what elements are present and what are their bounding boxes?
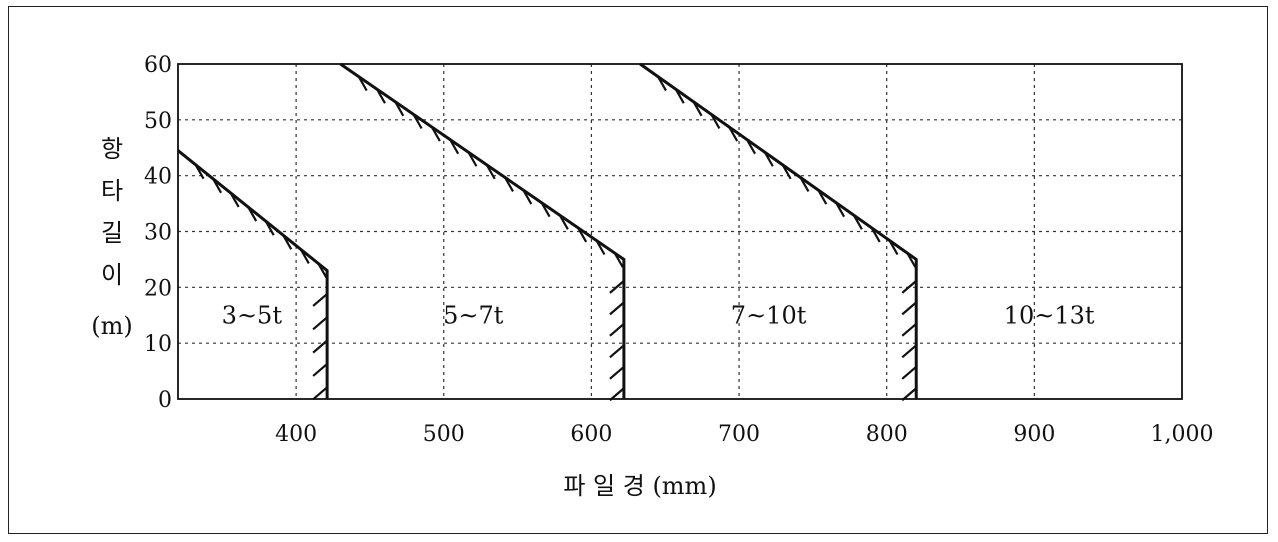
region-label: 10~13t (1004, 301, 1095, 329)
hatch-mark (710, 113, 721, 129)
hatch-mark (728, 126, 739, 142)
y-tick-label: 30 (144, 221, 172, 246)
hatch-mark (609, 301, 625, 316)
hatch-mark (312, 363, 328, 377)
hatch-mark (540, 202, 551, 218)
hatch-mark (282, 234, 293, 250)
hatch-mark (609, 365, 625, 380)
hatch-mark (595, 239, 606, 256)
boundary-line (339, 62, 626, 399)
y-tick-label: 20 (144, 276, 172, 301)
region-label: 5~7t (443, 301, 504, 329)
hatch-mark (906, 252, 917, 268)
boundary-lines (177, 62, 918, 402)
hatch-mark (817, 189, 828, 205)
hatch-mark (781, 164, 792, 180)
hatch-mark (870, 227, 881, 243)
y-axis-title-part: 타 (101, 177, 123, 205)
hatch-mark (194, 164, 205, 180)
x-tick-labels: 400 500 600 700 800 900 1,000 (275, 422, 1213, 447)
hatch-mark (212, 178, 223, 194)
hatch-mark (888, 239, 899, 256)
plot-area (177, 63, 1183, 400)
hatch-mark (901, 344, 917, 359)
hatch-mark (901, 301, 917, 316)
hatch-mark (522, 189, 533, 205)
hatch-mark (412, 113, 423, 129)
x-tick-label: 600 (570, 422, 612, 447)
hatch-mark (467, 151, 478, 167)
region-labels: 3~5t 5~7t 7~10t 10~13t (222, 301, 1095, 329)
hatch-mark (299, 248, 310, 264)
y-axis-title-part: 길 (101, 219, 123, 247)
boundary-line (639, 62, 918, 399)
figure-frame (8, 6, 1268, 534)
y-tick-label: 50 (144, 109, 172, 134)
hatch-mark (656, 76, 667, 92)
hatch-mark (609, 344, 625, 359)
region-label: 7~10t (731, 301, 807, 329)
x-tick-label: 400 (275, 422, 317, 447)
hatch-mark (609, 280, 625, 294)
y-tick-label: 40 (144, 165, 172, 190)
hatch-mark (376, 88, 386, 104)
hatch-mark (229, 192, 240, 208)
x-tick-label: 700 (718, 422, 760, 447)
hatch-mark (577, 227, 588, 243)
hatch-mark (799, 176, 810, 193)
hatch-mark (317, 262, 328, 279)
hatch-mark (692, 101, 703, 117)
y-axis-title-part: (m) (91, 312, 132, 340)
hatch-mark (901, 365, 917, 380)
region-label: 3~5t (222, 301, 283, 329)
x-tick-label: 500 (423, 422, 465, 447)
boundary-line (177, 149, 329, 399)
hatch-mark (357, 76, 368, 92)
y-axis-title-part: 이 (101, 261, 123, 289)
hatch-mark (312, 386, 328, 401)
hatch-mark (674, 88, 685, 104)
hatch-mark (247, 206, 258, 222)
hatch-mark (312, 293, 328, 307)
hatch-mark (763, 151, 774, 167)
hatch-mark (835, 202, 846, 218)
hatch-mark (746, 139, 756, 155)
x-tick-label: 900 (1013, 422, 1055, 447)
y-tick-label: 60 (144, 53, 172, 78)
hatch-mark (901, 280, 917, 294)
hatch-mark (312, 339, 328, 354)
hatch-mark (852, 214, 863, 230)
x-axis-title: 파 일 경 (mm) (563, 472, 716, 500)
hatch-mark (449, 139, 460, 155)
hatch-mark (504, 176, 514, 193)
x-tick-label: 800 (866, 422, 908, 447)
y-tick-labels: 0 10 20 30 40 50 60 (144, 53, 172, 413)
hatch-mark (264, 220, 275, 236)
y-tick-label: 0 (158, 388, 172, 413)
hatch-mark (312, 316, 328, 331)
hatch-mark (430, 126, 441, 142)
x-tick-label: 1,000 (1151, 422, 1214, 447)
hatch-mark (394, 101, 405, 117)
hatch-mark (558, 214, 569, 230)
hatch-mark (613, 252, 624, 268)
y-tick-label: 10 (144, 332, 172, 357)
hatch-mark (901, 323, 917, 337)
hatch-mark (609, 323, 625, 337)
y-axis-title-part: 항 (101, 135, 123, 163)
hatch-mark (485, 164, 496, 180)
